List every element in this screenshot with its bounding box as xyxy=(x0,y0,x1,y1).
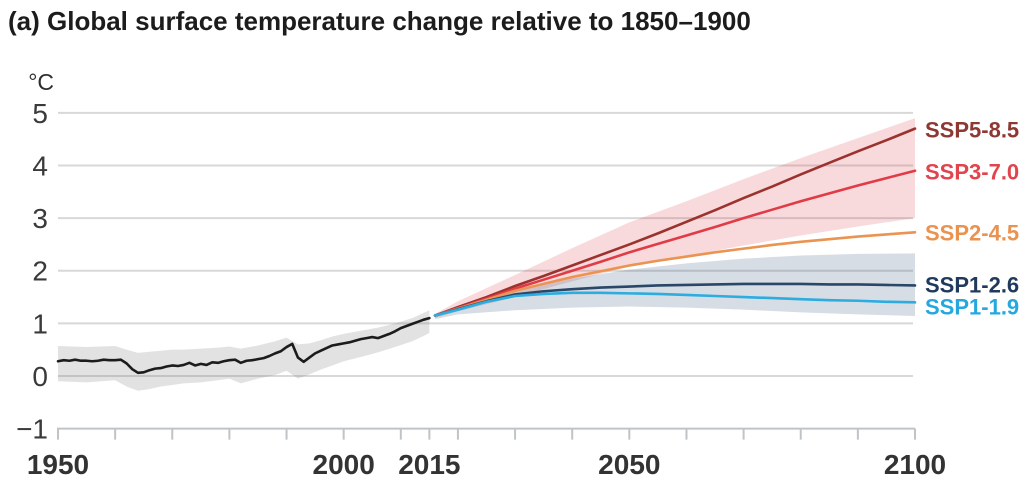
y-tick-labels: 5 4 3 2 1 0 −1 xyxy=(16,98,48,445)
y-tick-label: 1 xyxy=(32,308,48,339)
x-tick-labels: 1950 2000 2015 2050 2100 xyxy=(27,449,946,480)
x-tick-label: 2000 xyxy=(313,449,375,480)
band-ssp3-7.0-very-likely-range xyxy=(435,118,915,319)
band-historical-uncertainty xyxy=(58,310,430,391)
y-tick-label: 4 xyxy=(32,150,48,181)
series-line-historical xyxy=(56,316,431,375)
series-line-ssp2-4.5 xyxy=(433,231,917,317)
series-line-ssp3-7.0 xyxy=(433,169,917,317)
series-line-ssp5-8.5 xyxy=(433,127,917,317)
figure-title: (a) Global surface temperature change re… xyxy=(8,6,751,36)
legend-label-ssp2-4.5: SSP2-4.5 xyxy=(925,220,1019,245)
y-tick-label: 5 xyxy=(32,98,48,129)
series-line-ssp1-1.9 xyxy=(433,291,917,317)
series-line-ssp1-2.6 xyxy=(433,282,917,317)
y-tick-label: −1 xyxy=(16,414,48,445)
legend-label-ssp1-2.6: SSP1-2.6 xyxy=(925,272,1019,297)
legend-label-ssp3-7.0: SSP3-7.0 xyxy=(925,160,1019,185)
x-tick-label: 1950 xyxy=(27,449,89,480)
legend-label-ssp5-8.5: SSP5-8.5 xyxy=(925,118,1019,143)
y-tick-label: 3 xyxy=(32,203,48,234)
x-tick-label: 2100 xyxy=(884,449,946,480)
series-lines xyxy=(56,127,917,375)
x-tick-label: 2050 xyxy=(598,449,660,480)
legend-label-ssp1-1.9: SSP1-1.9 xyxy=(925,294,1019,319)
x-axis xyxy=(57,427,916,440)
gridlines xyxy=(58,111,913,377)
uncertainty-bands xyxy=(58,118,915,391)
x-tick-label: 2015 xyxy=(398,449,460,480)
y-tick-label: 2 xyxy=(32,256,48,287)
y-tick-label: 0 xyxy=(32,361,48,392)
y-axis-unit-label: °C xyxy=(28,69,54,95)
